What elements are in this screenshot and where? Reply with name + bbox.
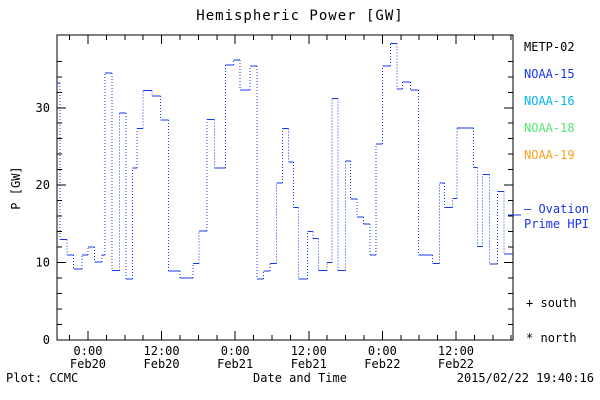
x-axis-label: Date and Time [253,371,347,385]
plus-marker-icon: + [526,296,534,310]
svg-text:Feb22: Feb22 [438,357,474,371]
svg-text:0:00: 0:00 [368,344,397,358]
ovation-label-line2: Prime HPI [524,217,590,231]
svg-text:Feb21: Feb21 [217,357,253,371]
ovation-label-line1: — Ovation [524,202,590,216]
north-marker-label: north [540,331,577,345]
legend-item-noaa-19: NOAA-19 [524,148,575,162]
svg-text:12:00: 12:00 [144,344,180,358]
svg-text:12:00: 12:00 [438,344,474,358]
svg-text:Feb20: Feb20 [144,357,180,371]
asterisk-marker-icon: * [526,331,534,345]
legend-marker-north: * north [526,331,577,345]
svg-text:20: 20 [36,178,50,192]
legend-item-metp-02: METP-02 [524,40,575,54]
svg-text:30: 30 [36,101,50,115]
legend-item-noaa-16: NOAA-16 [524,94,575,108]
svg-text:10: 10 [36,256,50,270]
generation-timestamp: 2015/02/22 19:40:16 [456,371,594,385]
legend-marker-south: + south [526,296,577,310]
svg-text:Feb22: Feb22 [364,357,400,371]
chart-title: Hemispheric Power [GW] [196,8,404,24]
legend-item-noaa-15: NOAA-15 [524,67,575,81]
svg-text:Feb21: Feb21 [291,357,327,371]
svg-text:Feb20: Feb20 [70,357,106,371]
svg-text:12:00: 12:00 [291,344,327,358]
legend-item-noaa-18: NOAA-18 [524,121,575,135]
svg-text:0:00: 0:00 [74,344,103,358]
south-marker-label: south [540,296,577,310]
legend-item-ovation-prime-hpi: — Ovation Prime HPI [524,202,589,232]
plot-credit: Plot: CCMC [6,371,79,385]
svg-text:0: 0 [43,333,50,347]
svg-text:0:00: 0:00 [221,344,250,358]
